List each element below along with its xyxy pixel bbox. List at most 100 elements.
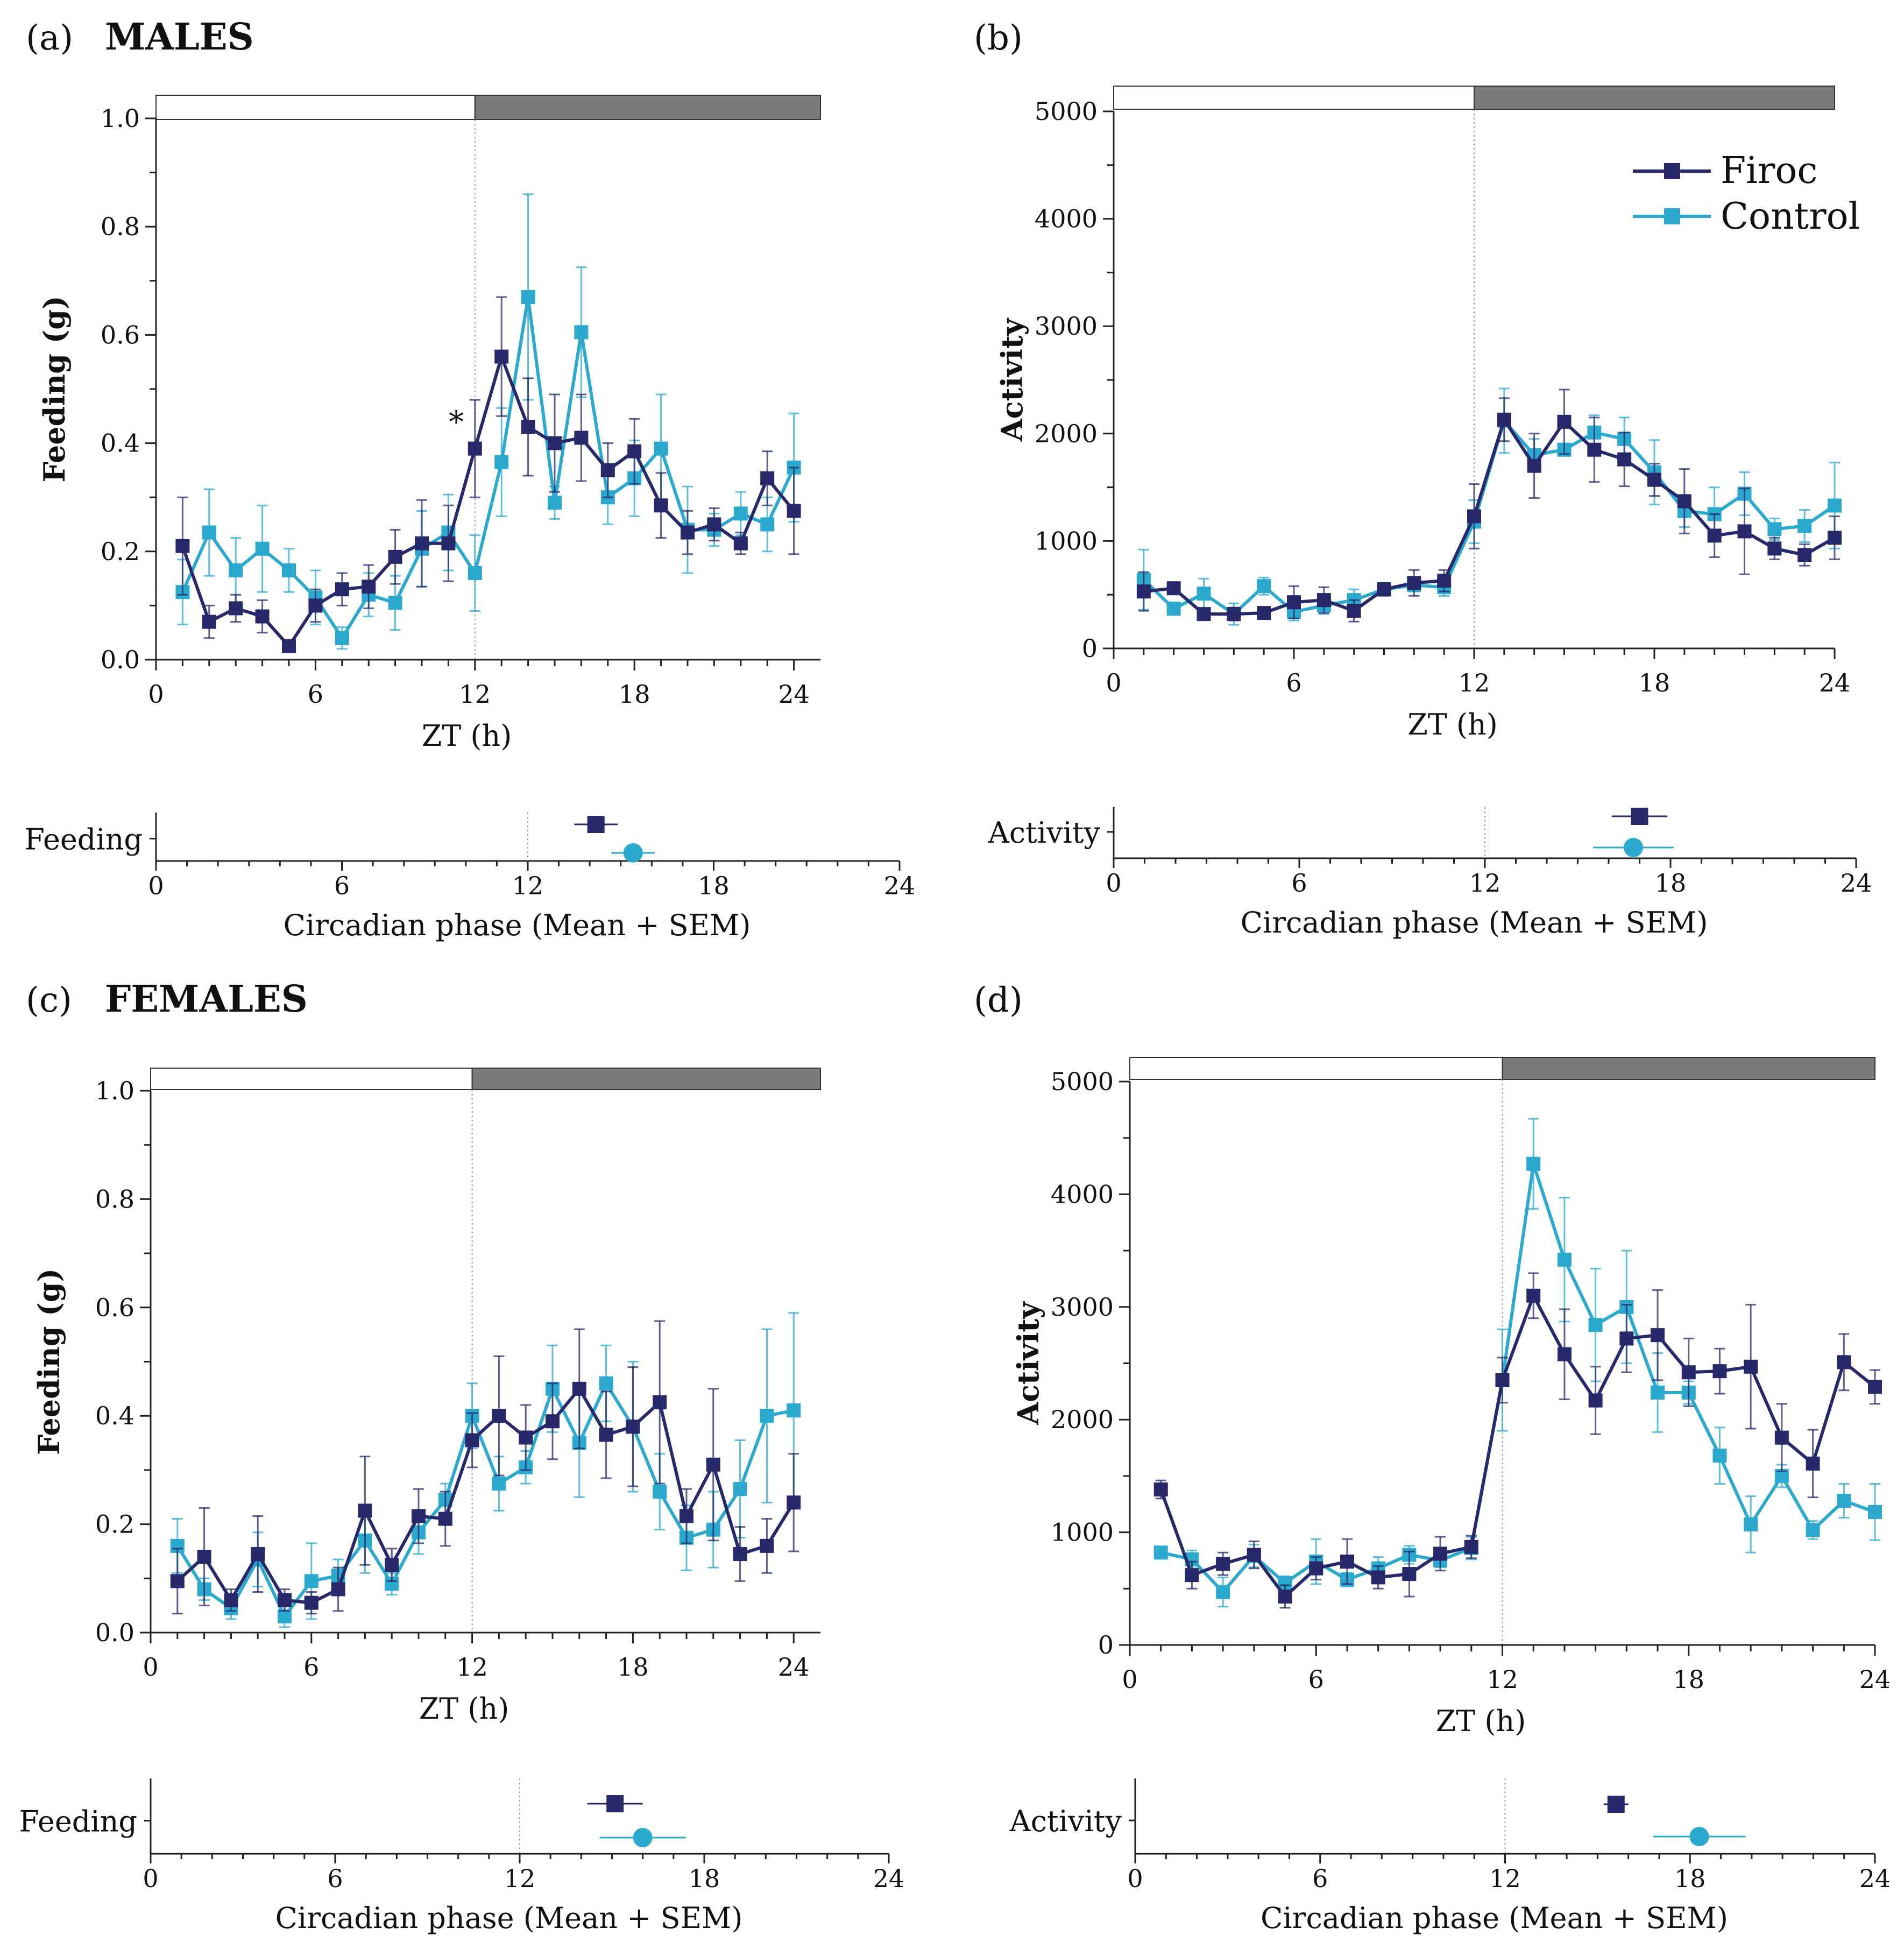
phase-x-tick-label: 24 — [1859, 1864, 1891, 1893]
chart-panel-d: 0 6 12 18 24 0 1000 2000 3000 4000 5000 ZT (h) Activ… — [1009, 1057, 1891, 1935]
phase-x-tick-label: 12 — [512, 871, 544, 900]
x-axis-title: ZT (h) — [419, 1692, 509, 1726]
panel-tag-a: (a) — [26, 18, 73, 58]
data-point-firoc — [572, 1381, 586, 1396]
y-axis-title: Feeding (g) — [37, 295, 72, 482]
data-point-control — [1166, 602, 1181, 616]
panel-tag-c: (c) — [26, 980, 72, 1020]
sex-title-females: FEMALES — [105, 978, 308, 1021]
data-point-firoc — [492, 1409, 506, 1423]
phase-x-tick-label: 12 — [1489, 1864, 1521, 1893]
dark-phase-bar — [474, 95, 821, 120]
x-tick-label: 24 — [778, 1653, 810, 1682]
data-point-control — [1651, 1385, 1665, 1400]
x-tick-label: 18 — [619, 680, 650, 709]
data-point-control — [1526, 1156, 1541, 1171]
phase-plot-c: 0 6 12 18 24 Circadian phase (Mean + SEM) Feed… — [19, 1778, 904, 1935]
y-tick-label: 0.8 — [95, 1184, 135, 1213]
data-point-firoc — [282, 639, 296, 653]
legend-firoc-label: Firoc — [1721, 150, 1817, 192]
data-point-firoc — [680, 1509, 693, 1523]
data-point-control — [1744, 1517, 1758, 1531]
y-tick-label: 0.6 — [95, 1293, 135, 1322]
x-axis-title: ZT (h) — [1436, 1704, 1526, 1738]
data-point-firoc — [653, 1395, 667, 1410]
data-point-firoc — [385, 1558, 399, 1572]
phase-x-tick-label: 18 — [1674, 1864, 1706, 1893]
data-point-control — [282, 563, 296, 578]
data-point-firoc — [1278, 1589, 1292, 1604]
data-point-firoc — [1707, 528, 1722, 543]
data-point-control — [1257, 579, 1271, 594]
data-point-firoc — [1587, 442, 1602, 457]
data-point-control — [1216, 1585, 1230, 1599]
phase-x-tick-label: 12 — [1469, 868, 1501, 898]
series-control — [175, 193, 801, 650]
x-tick-label: 12 — [1459, 668, 1490, 697]
data-point-control — [1868, 1505, 1882, 1519]
data-point-firoc — [1136, 584, 1151, 599]
x-tick-label: 12 — [1487, 1665, 1518, 1694]
series-line-control — [181, 295, 796, 640]
data-point-control — [1153, 1545, 1168, 1560]
y-tick-label: 1.0 — [95, 1076, 135, 1105]
phase-x-tick-label: 24 — [884, 871, 916, 900]
phase-control-marker — [633, 1828, 653, 1847]
x-tick-label: 18 — [1673, 1665, 1704, 1694]
series-line-control — [176, 1381, 794, 1618]
series-firoc — [1153, 1272, 1882, 1609]
data-point-firoc — [787, 1495, 801, 1510]
data-point-firoc — [1774, 1430, 1789, 1445]
data-point-firoc — [251, 1547, 265, 1561]
y-tick-label: 0.8 — [101, 212, 140, 241]
y-tick-label: 0.0 — [95, 1618, 135, 1647]
data-point-control — [654, 441, 668, 456]
data-point-firoc — [412, 1509, 426, 1523]
y-tick-label: 0 — [1082, 634, 1098, 663]
x-tick-label: 0 — [1106, 668, 1121, 697]
data-point-firoc — [1497, 412, 1511, 427]
data-point-control — [304, 1574, 318, 1588]
phase-control-marker — [623, 843, 643, 863]
data-point-firoc — [1828, 531, 1842, 545]
data-point-control — [1837, 1493, 1851, 1508]
series-line-firoc — [176, 1387, 795, 1605]
data-point-firoc — [1797, 548, 1812, 562]
data-point-firoc — [1257, 606, 1271, 620]
y-tick-label: 1000 — [1035, 526, 1098, 555]
y-tick-label: 0.6 — [101, 320, 140, 349]
series-firoc — [170, 1320, 801, 1615]
x-tick-label: 18 — [617, 1653, 649, 1682]
data-point-firoc — [1677, 494, 1691, 509]
data-point-firoc — [441, 536, 456, 550]
data-point-firoc — [1464, 1540, 1478, 1554]
data-point-control — [335, 631, 349, 645]
data-point-control — [1767, 522, 1782, 536]
phase-x-tick-label: 6 — [1291, 868, 1307, 898]
x-tick-label: 12 — [459, 680, 491, 709]
data-point-firoc — [331, 1582, 345, 1597]
phase-x-tick-label: 24 — [1841, 868, 1872, 898]
data-point-firoc — [1407, 576, 1421, 590]
chart-panel-b: 0 6 12 18 24 0 1000 2000 3000 4000 5000 ZT (h) Activ… — [988, 86, 1872, 940]
data-point-firoc — [224, 1593, 238, 1607]
series-control — [170, 1312, 801, 1628]
data-point-firoc — [1619, 1331, 1634, 1346]
data-point-control — [468, 566, 482, 581]
data-point-firoc — [654, 498, 668, 513]
data-point-control — [388, 596, 402, 610]
data-point-control — [521, 289, 535, 304]
data-point-firoc — [1309, 1561, 1323, 1576]
data-point-firoc — [1681, 1365, 1696, 1380]
data-point-firoc — [1806, 1456, 1820, 1471]
phase-x-tick-label: 18 — [698, 871, 730, 900]
data-point-control — [1806, 1523, 1820, 1537]
x-axis-title: ZT (h) — [422, 719, 512, 753]
data-point-control — [1588, 1318, 1603, 1332]
data-point-firoc — [1377, 582, 1391, 597]
data-point-firoc — [1526, 1288, 1541, 1303]
data-point-firoc — [1837, 1355, 1851, 1369]
panel-tag-b: (b) — [974, 18, 1023, 58]
x-tick-label: 12 — [456, 1653, 488, 1682]
data-point-firoc — [707, 517, 721, 532]
